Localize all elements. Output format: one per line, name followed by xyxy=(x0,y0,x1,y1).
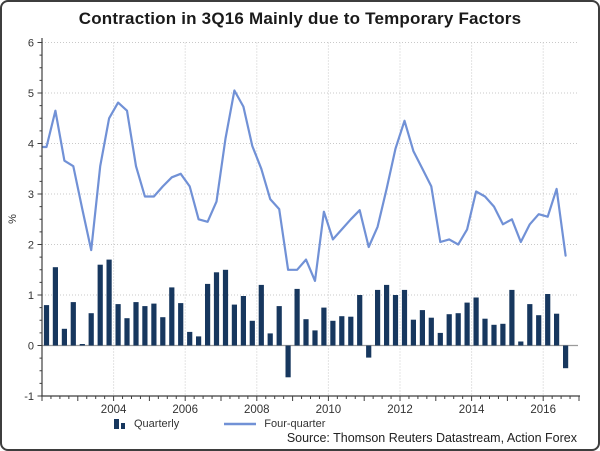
x-tick-label: 2010 xyxy=(316,404,342,416)
bar-2015-Q1 xyxy=(509,289,515,346)
bar-2003-Q4 xyxy=(106,259,112,346)
bar-2006-Q4 xyxy=(213,272,220,346)
x-tick-label: 2004 xyxy=(101,404,127,416)
bar-2012-Q4 xyxy=(428,317,434,346)
bar-2002-Q3 xyxy=(61,328,67,346)
gridlines xyxy=(42,42,578,396)
bar-2004-Q3 xyxy=(133,302,139,346)
source-text: Source: Thomson Reuters Datastream, Acti… xyxy=(286,431,577,445)
bar-2016-Q1 xyxy=(545,294,551,346)
bar-2015-Q4 xyxy=(536,315,542,346)
bar-2010-Q1 xyxy=(330,320,336,346)
bar-2014-Q3 xyxy=(491,324,497,346)
x-tick-label: 2016 xyxy=(530,404,556,416)
bar-2010-Q4 xyxy=(357,295,363,346)
bar-2005-Q2 xyxy=(160,317,166,346)
bar-2004-Q2 xyxy=(124,318,130,346)
quarterly-bars xyxy=(43,259,569,378)
y-axis-label: % xyxy=(7,214,19,224)
bar-2011-Q3 xyxy=(384,284,390,346)
bar-2015-Q3 xyxy=(527,304,533,346)
bar-2008-Q1 xyxy=(258,284,264,346)
bar-2009-Q4 xyxy=(321,307,327,346)
x-ticks xyxy=(41,396,580,401)
bar-2011-Q2 xyxy=(375,289,381,346)
bar-2013-Q1 xyxy=(437,332,443,346)
four-quarter-line-swatch-icon xyxy=(224,422,257,426)
quarterly-bar-swatch-icon xyxy=(114,419,125,429)
bar-2013-Q2 xyxy=(446,314,452,346)
bar-2011-Q4 xyxy=(392,295,399,346)
bar-2003-Q2 xyxy=(88,313,94,346)
bar-2004-Q1 xyxy=(115,304,121,346)
bar-2016-Q2 xyxy=(554,313,560,346)
x-tick-label: 2006 xyxy=(172,404,198,416)
bar-2006-Q1 xyxy=(187,331,193,346)
bar-2006-Q3 xyxy=(205,283,211,346)
bar-2009-Q1 xyxy=(294,288,300,346)
bar-2010-Q3 xyxy=(348,316,354,346)
legend-label-quarterly: Quarterly xyxy=(134,418,180,430)
bar-2015-Q2 xyxy=(518,341,524,346)
y-tick-label: 3 xyxy=(28,189,34,201)
bar-2014-Q4 xyxy=(500,323,506,346)
bar-2005-Q1 xyxy=(151,303,157,346)
x-tick-label: 2014 xyxy=(459,404,485,416)
y-tick-label: 0 xyxy=(28,341,34,353)
bar-2003-Q3 xyxy=(97,264,103,346)
four-quarter-line xyxy=(41,89,567,282)
bar-2009-Q3 xyxy=(312,330,318,346)
bar-2008-Q4 xyxy=(285,345,291,378)
y-tick-label: 5 xyxy=(28,88,34,100)
y-tick-label: -1 xyxy=(24,391,34,403)
bar-2006-Q2 xyxy=(196,336,202,346)
bar-2002-Q4 xyxy=(70,302,76,346)
bar-2007-Q3 xyxy=(240,296,246,346)
y-tick-label: 4 xyxy=(28,139,34,151)
bar-2008-Q3 xyxy=(276,306,282,346)
chart-title: Contraction in 3Q16 Mainly due to Tempor… xyxy=(78,9,522,28)
bar-2009-Q2 xyxy=(303,319,309,346)
bar-2013-Q3 xyxy=(455,313,461,346)
y-ticks xyxy=(37,42,42,397)
bar-2007-Q4 xyxy=(249,320,255,346)
bar-2007-Q2 xyxy=(231,304,237,346)
bar-2007-Q1 xyxy=(222,269,229,346)
bar-2012-Q2 xyxy=(410,319,416,346)
bar-2005-Q3 xyxy=(169,287,175,346)
legend-item-four-quarter: Four-quarter xyxy=(223,417,325,431)
bar-2011-Q1 xyxy=(366,345,372,358)
bar-2003-Q1 xyxy=(79,344,85,346)
bar-2004-Q4 xyxy=(142,306,148,346)
bar-2010-Q2 xyxy=(339,316,345,346)
bar-2016-Q3 xyxy=(563,345,569,369)
y-tick-label: 2 xyxy=(28,240,34,252)
legend-item-quarterly: Quarterly xyxy=(113,417,179,431)
x-tick-label: 2012 xyxy=(387,404,413,416)
legend-label-four-quarter: Four-quarter xyxy=(264,418,326,430)
bar-2012-Q3 xyxy=(419,310,425,346)
bar-2014-Q2 xyxy=(482,318,488,346)
bar-2012-Q1 xyxy=(401,289,408,346)
bar-2002-Q2 xyxy=(52,267,58,346)
x-tick-label: 2008 xyxy=(244,404,270,416)
chart-legend: Quarterly Four-quarter xyxy=(113,417,325,431)
bar-2013-Q4 xyxy=(464,302,470,346)
y-tick-label: 1 xyxy=(28,290,34,302)
bar-2002-Q1 xyxy=(43,305,50,346)
bar-2008-Q2 xyxy=(267,333,273,346)
bar-2005-Q4 xyxy=(178,303,184,346)
bar-2014-Q1 xyxy=(473,297,479,346)
y-tick-label: 6 xyxy=(28,38,34,50)
